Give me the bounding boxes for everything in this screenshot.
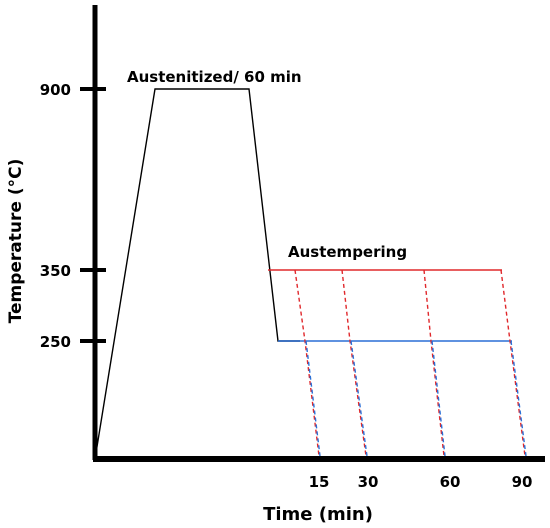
quench-line-250-15: [305, 340, 321, 457]
quench-line-350-15: [294, 269, 320, 457]
quench-line-250-60: [431, 340, 446, 457]
annotation-austenitize: Austenitized/ 60 min: [127, 68, 302, 86]
quench-line-350-60: [423, 269, 445, 457]
annotation-austemper: Austempering: [288, 243, 407, 261]
quench-lines: [294, 269, 527, 457]
x-tick-label-15: 15: [309, 473, 330, 491]
y-tick-label-250: 250: [40, 333, 71, 351]
y-axis-title: Temperature (°C): [6, 159, 26, 324]
quench-line-350-30: [341, 269, 367, 457]
quench-line-250-30: [350, 340, 368, 457]
series-line-profile: [94, 88, 300, 460]
y-tick-label-350: 350: [40, 262, 71, 280]
quench-line-350-90: [500, 269, 526, 457]
y-tick-label-900: 900: [40, 81, 71, 99]
x-axis-title: Time (min): [263, 504, 373, 525]
x-tick-label-90: 90: [512, 473, 533, 491]
x-tick-label-60: 60: [440, 473, 461, 491]
quench-line-250-90: [510, 340, 527, 457]
x-tick-label-30: 30: [358, 473, 379, 491]
